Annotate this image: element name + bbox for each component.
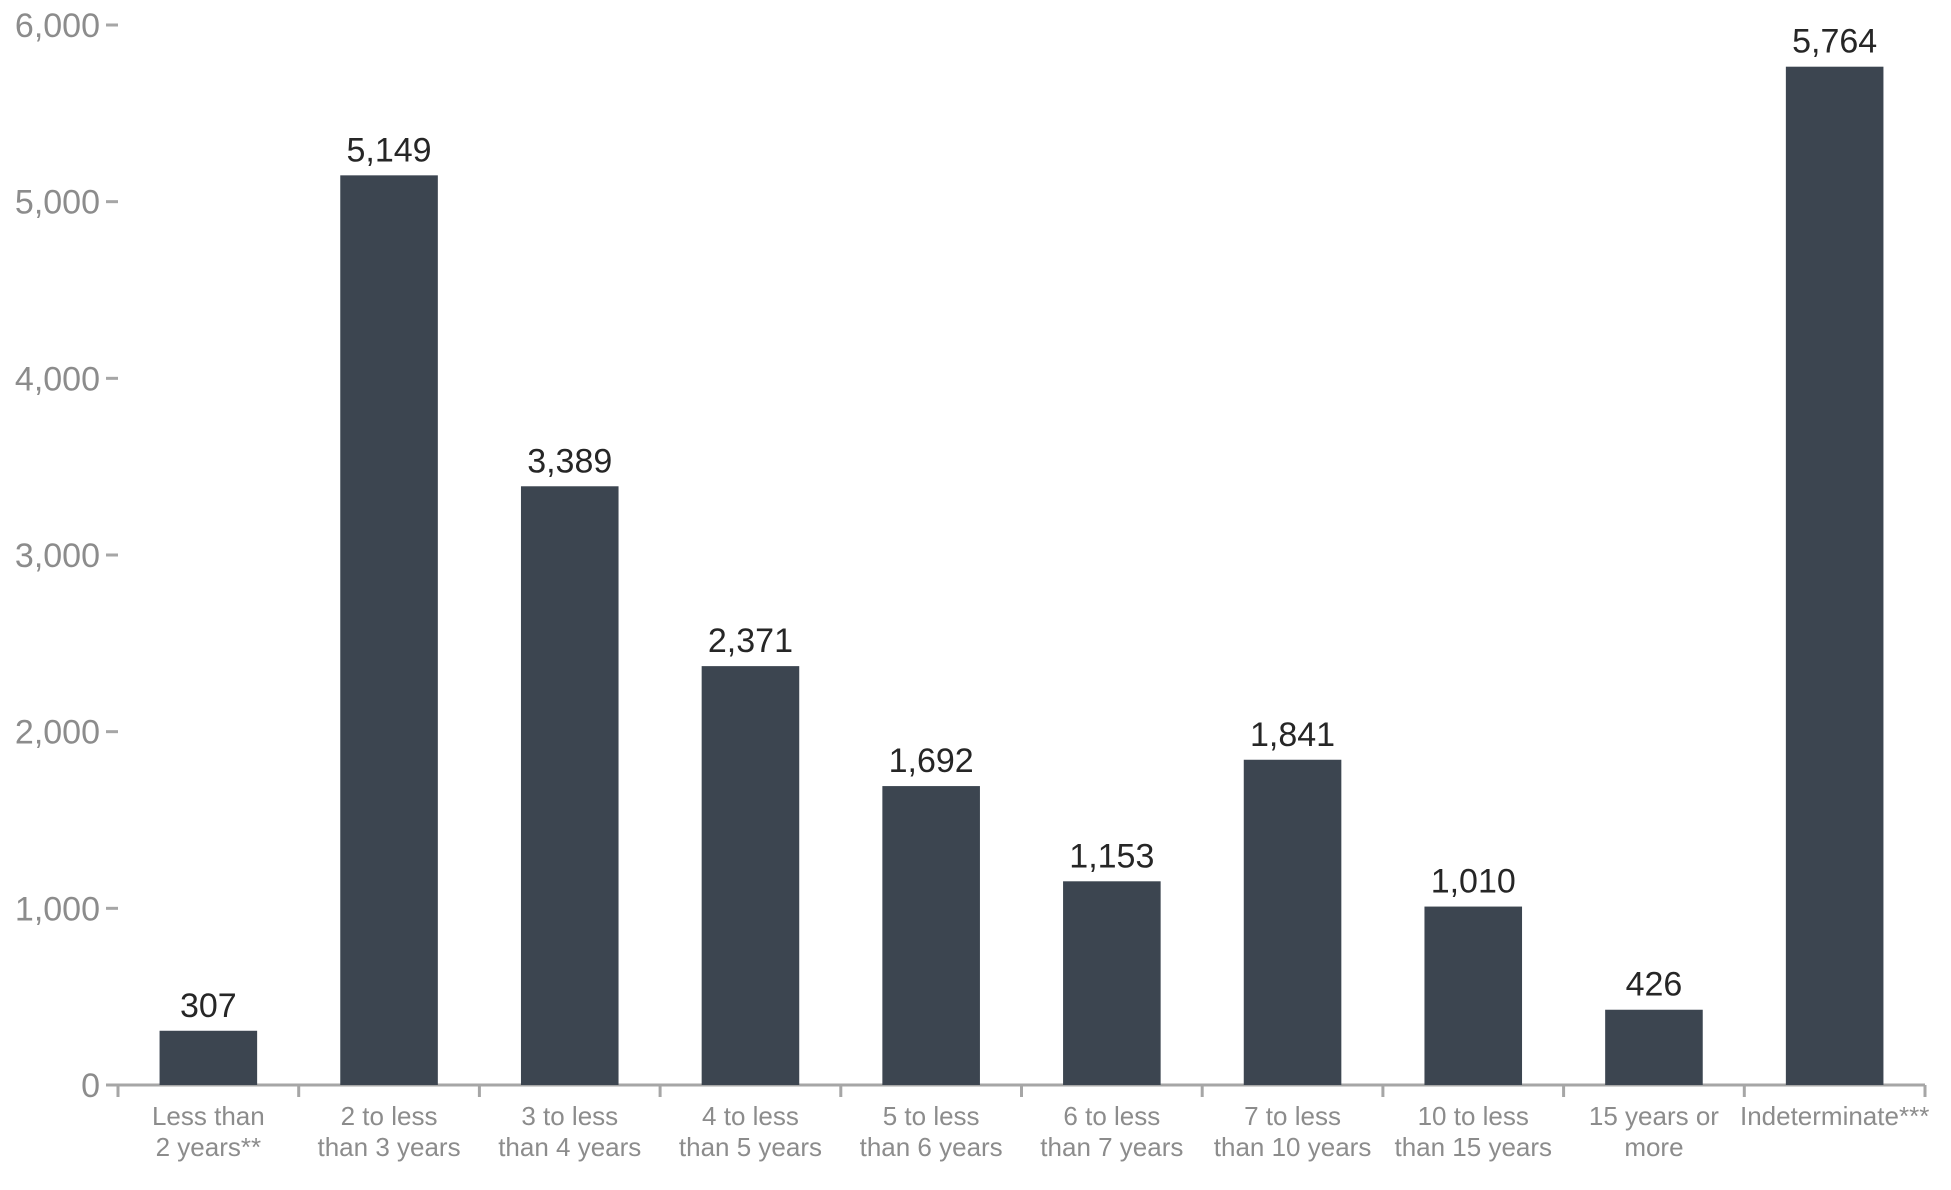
bar — [159, 1030, 258, 1085]
data-label: 307 — [180, 987, 237, 1025]
y-tick-label: 3,000 — [15, 537, 100, 575]
bar — [1424, 906, 1523, 1085]
x-tick-label: 6 to less than 7 years — [1040, 1101, 1183, 1162]
bar — [340, 175, 438, 1086]
data-label: 1,841 — [1250, 716, 1335, 754]
x-tick-label-line: than 5 years — [679, 1132, 822, 1162]
x-tick-label-line: than 7 years — [1040, 1132, 1183, 1162]
bar — [520, 486, 619, 1085]
x-tick-label: 5 to less than 6 years — [860, 1101, 1003, 1162]
data-label: 5,149 — [347, 131, 432, 169]
x-tick-label-line: than 6 years — [860, 1132, 1003, 1162]
x-tick-label-line: 4 to less — [702, 1101, 799, 1131]
y-tick-label: 0 — [81, 1067, 100, 1105]
x-tick-label-line: 15 years or — [1589, 1101, 1719, 1131]
bar — [701, 666, 800, 1085]
x-tick-label-line: 5 to less — [883, 1101, 980, 1131]
x-tick-label-line: than 10 years — [1214, 1132, 1372, 1162]
x-tick-label: 15 years or more — [1589, 1101, 1719, 1162]
x-tick-label-line: more — [1624, 1132, 1683, 1162]
y-tick-label: 6,000 — [15, 7, 100, 45]
x-tick-label: 2 to less than 3 years — [318, 1101, 461, 1162]
x-tick-label: 4 to less than 5 years — [679, 1101, 822, 1162]
x-tick-label: 7 to less than 10 years — [1214, 1101, 1372, 1162]
data-labels: 307 5,149 3,389 2,371 1,692 1,153 1,841 1,010 42… — [180, 23, 1877, 1025]
y-tick-label: 4,000 — [15, 360, 100, 398]
x-tick-label-line: Less than — [152, 1101, 265, 1131]
x-tick-label-line: 7 to less — [1244, 1101, 1341, 1131]
x-tick-label-line: than 3 years — [318, 1132, 461, 1162]
x-tick-label-line: 3 to less — [521, 1101, 618, 1131]
bar — [1785, 66, 1884, 1085]
data-label: 3,389 — [527, 442, 612, 480]
x-axis: Less than 2 years** 2 to less than 3 years 3… — [116, 1083, 1929, 1162]
data-label: 1,010 — [1431, 863, 1516, 901]
data-label: 1,153 — [1069, 837, 1154, 875]
x-tick-label-line: Indeterminate*** — [1740, 1101, 1929, 1131]
data-label: 1,692 — [889, 742, 974, 780]
y-tick-label: 2,000 — [15, 714, 100, 752]
data-label: 426 — [1626, 966, 1683, 1004]
x-tick-label-line: 2 years** — [156, 1132, 262, 1162]
x-tick-label-line: 10 to less — [1418, 1101, 1529, 1131]
x-tick-label-line: 6 to less — [1063, 1101, 1160, 1131]
bars — [159, 66, 1884, 1086]
x-tick-label: Less than 2 years** — [152, 1101, 265, 1162]
y-tick-label: 1,000 — [15, 890, 100, 928]
x-tick-label: 3 to less than 4 years — [498, 1101, 641, 1162]
data-label: 5,764 — [1792, 23, 1877, 61]
x-tick-label-line: than 4 years — [498, 1132, 641, 1162]
y-axis: 0 1,000 2,000 3,000 4,000 5,000 6,000 — [15, 7, 118, 1105]
data-label: 2,371 — [708, 622, 793, 660]
x-tick-label: Indeterminate*** — [1740, 1101, 1929, 1131]
bar — [1063, 881, 1161, 1085]
y-tick-label: 5,000 — [15, 184, 100, 222]
bar — [1243, 759, 1342, 1085]
x-tick-label: 10 to less than 15 years — [1394, 1101, 1552, 1162]
x-tick-label-line: than 15 years — [1394, 1132, 1552, 1162]
bar — [882, 786, 980, 1085]
x-tick-label-line: 2 to less — [341, 1101, 438, 1131]
bar — [1605, 1009, 1703, 1085]
